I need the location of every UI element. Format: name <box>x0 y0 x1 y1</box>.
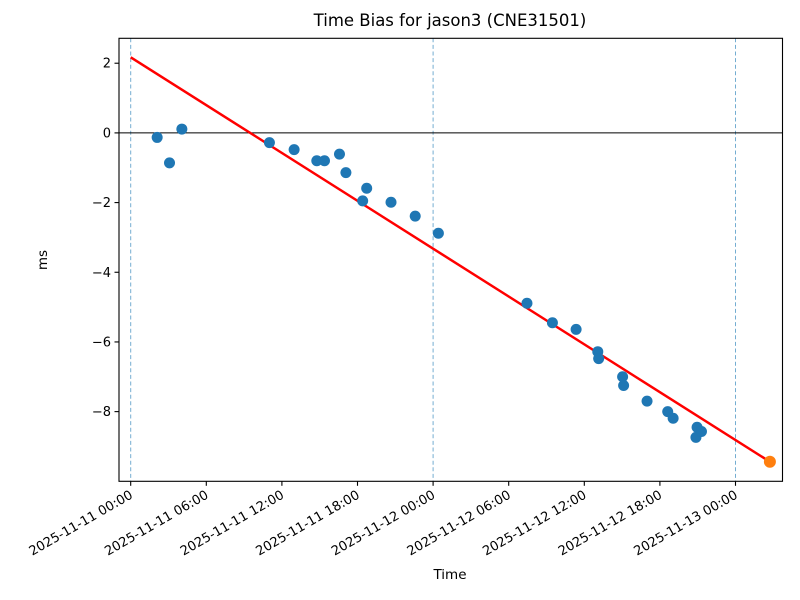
time-bias-measurements <box>617 371 629 383</box>
y-tick-label: 0 <box>103 126 111 141</box>
x-axis-label: Time <box>432 567 466 583</box>
time-bias-measurements <box>593 353 605 365</box>
time-bias-measurements <box>340 167 352 179</box>
time-bias-measurements <box>288 144 300 156</box>
plot-frame <box>118 37 784 482</box>
time-bias-measurements <box>667 412 679 424</box>
time-bias-measurements <box>311 155 323 167</box>
time-bias-measurements <box>521 297 533 309</box>
time-bias-measurements <box>176 123 188 135</box>
time-bias-measurements <box>263 137 275 149</box>
time-bias-measurements <box>357 195 369 207</box>
time-bias-measurements <box>318 155 330 167</box>
time-bias-measurements <box>385 196 397 208</box>
extrapolated-point <box>763 455 776 468</box>
time-bias-measurements <box>546 317 558 329</box>
y-tick-label: −4 <box>92 266 111 281</box>
y-axis-label: ms <box>35 250 51 270</box>
chart-title: Time Bias for jason3 (CNE31501) <box>313 11 587 30</box>
time-bias-measurements <box>361 182 373 194</box>
time-bias-measurements <box>333 148 345 160</box>
y-tick-label: −6 <box>92 335 111 350</box>
y-tick-label: −2 <box>92 196 111 211</box>
time-bias-measurements <box>151 131 163 143</box>
time-bias-measurements <box>570 323 582 335</box>
y-tick-label: 2 <box>103 57 111 72</box>
time-bias-measurements <box>164 157 176 169</box>
y-tick-label: −8 <box>92 405 111 420</box>
time-bias-measurements <box>695 425 707 437</box>
time-bias-measurements <box>409 210 421 222</box>
trend-line <box>130 56 771 463</box>
time-bias-measurements <box>641 395 653 407</box>
time-bias-measurements <box>618 379 630 391</box>
time-bias-measurements <box>432 227 444 239</box>
